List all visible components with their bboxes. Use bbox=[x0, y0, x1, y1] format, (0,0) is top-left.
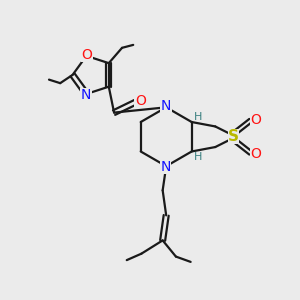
Text: H: H bbox=[194, 112, 202, 122]
Text: O: O bbox=[250, 146, 262, 161]
Text: S: S bbox=[228, 129, 239, 144]
Text: O: O bbox=[135, 94, 146, 108]
Text: N: N bbox=[160, 160, 171, 174]
Text: O: O bbox=[81, 48, 93, 62]
Text: O: O bbox=[250, 146, 261, 161]
Text: N: N bbox=[160, 99, 172, 113]
Text: N: N bbox=[160, 160, 171, 174]
Text: O: O bbox=[250, 113, 261, 127]
Text: S: S bbox=[228, 129, 239, 144]
Text: N: N bbox=[80, 88, 92, 102]
Text: O: O bbox=[134, 94, 146, 108]
Text: O: O bbox=[82, 48, 92, 62]
Text: N: N bbox=[81, 88, 91, 102]
Text: N: N bbox=[161, 99, 171, 113]
Text: H: H bbox=[194, 152, 202, 162]
Text: O: O bbox=[250, 113, 262, 127]
